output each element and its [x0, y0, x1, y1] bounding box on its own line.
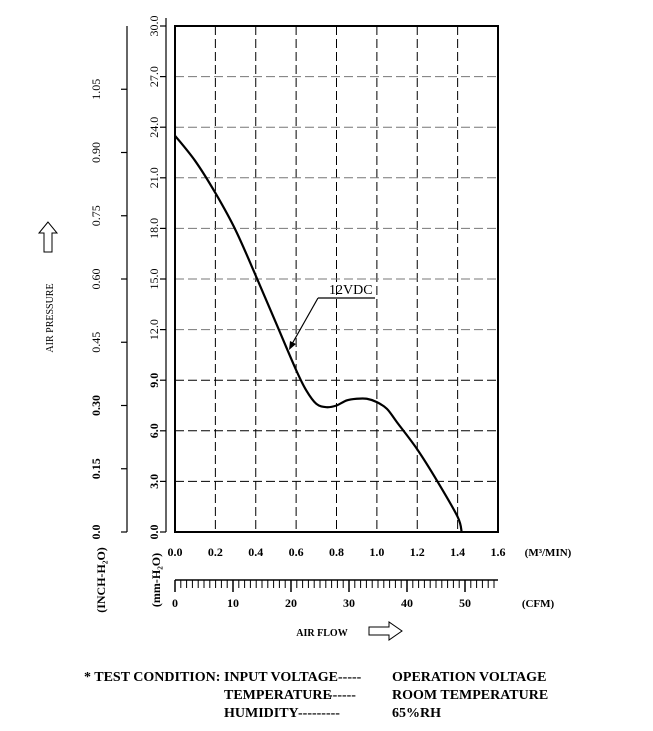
condition-label-temperature: TEMPERATURE [224, 688, 332, 703]
grid-lines [175, 26, 498, 532]
annotation-leader-line [291, 297, 319, 345]
mmh2o-tick-label: 12.0 [147, 319, 161, 340]
annotation-arrowhead [289, 341, 296, 350]
x-tick-label: 0.4 [248, 545, 263, 559]
cfm-tick-label: 20 [285, 596, 297, 610]
mmh2o-unit-label: (mm-H₂O) [149, 553, 163, 607]
cfm-tick-label: 50 [459, 596, 471, 610]
mmh2o-tick-label: 27.0 [147, 66, 161, 87]
cfm-tick-label: 10 [227, 596, 239, 610]
inchh2o-tick-label: 0.0 [89, 525, 103, 540]
condition-dashes-voltage: ----- [338, 670, 362, 685]
x-tick-label: 0.6 [289, 545, 304, 559]
mmh2o-tick-label: 9.0 [147, 373, 161, 388]
mmh2o-tick-label: 0.0 [147, 525, 161, 540]
inchh2o-tick-label: 0.75 [89, 205, 103, 226]
cfm-unit-label: (CFM) [522, 598, 555, 610]
mmh2o-tick-label: 30.0 [147, 16, 161, 37]
x-tick-label: 1.6 [491, 545, 506, 559]
y-axis-arrow-icon [37, 221, 59, 253]
cfm-tick-label: 40 [401, 596, 413, 610]
x-tick-label: 0.8 [329, 545, 344, 559]
x-tick-label: 1.2 [410, 545, 425, 559]
x-tick-label: 0.0 [168, 545, 183, 559]
mmh2o-tick-label: 15.0 [147, 269, 161, 290]
cfm-tick-label: 0 [172, 596, 178, 610]
condition-dashes-humidity: --------- [298, 706, 340, 721]
plot-area: 12VDC [174, 134, 463, 533]
plot-frame [174, 25, 499, 533]
condition-value-temperature: ROOM TEMPERATURE [392, 688, 549, 703]
mmh2o-tick-label: 24.0 [147, 117, 161, 138]
mmh2o-tick-label: 3.0 [147, 474, 161, 489]
x-tick-label: 0.2 [208, 545, 223, 559]
mmh2o-tick-label: 21.0 [147, 167, 161, 188]
inchh2o-unit-label: (INCH-H₂O) [94, 547, 108, 613]
x-tick-label: 1.4 [450, 545, 465, 559]
inchh2o-tick-label: 0.60 [89, 269, 103, 290]
condition-value-humidity: 65%RH [392, 706, 441, 721]
x-axis-title: AIR FLOW [296, 628, 347, 639]
condition-dashes-temperature: ------ [328, 688, 356, 703]
mmh2o-tick-label: 6.0 [147, 423, 161, 438]
axes: 0.0 3.0 6.0 9.0 12.0 15.0 18.0 21.0 24.0 27.0 30.0… [37, 16, 572, 641]
annotation-label-12vdc: 12VDC [329, 283, 373, 298]
series-line-12vdc [174, 134, 463, 533]
x-tick-label: 1.0 [369, 545, 384, 559]
condition-value-voltage: OPERATION VOLTAGE [392, 670, 547, 685]
inchh2o-tick-label: 0.15 [89, 458, 103, 479]
x-unit-label: (M³/MIN) [525, 547, 572, 559]
test-condition-prefix: * TEST CONDITION: [84, 670, 221, 685]
inchh2o-tick-label: 1.05 [89, 79, 103, 100]
condition-label-voltage: INPUT VOLTAGE [224, 670, 338, 685]
mmh2o-tick-label: 18.0 [147, 218, 161, 239]
cfm-tick-label: 30 [343, 596, 355, 610]
inchh2o-tick-label: 0.90 [89, 142, 103, 163]
x-axis-arrow-icon [368, 621, 403, 641]
inchh2o-tick-label: 0.45 [89, 332, 103, 353]
inchh2o-tick-label: 0.30 [89, 395, 103, 416]
y-axis-title: AIR PRESSURE [45, 283, 56, 352]
condition-label-humidity: HUMIDITY [224, 706, 299, 721]
